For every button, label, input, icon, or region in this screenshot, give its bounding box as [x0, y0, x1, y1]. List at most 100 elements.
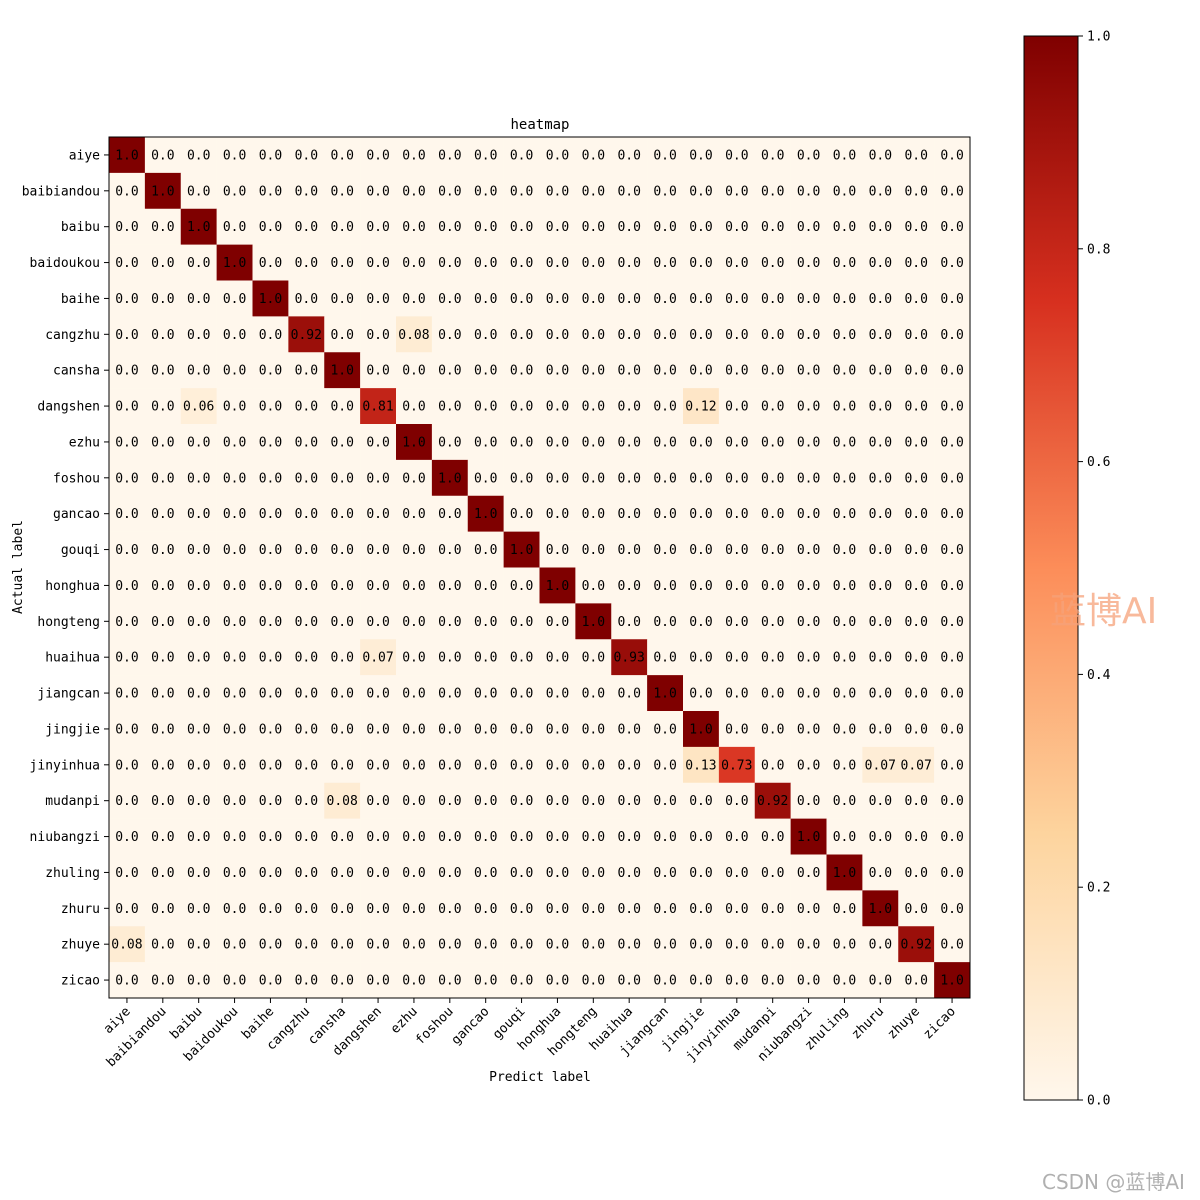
heatmap-cell	[683, 603, 720, 640]
heatmap-cell	[109, 782, 146, 819]
cell-value-label: 0.0	[187, 651, 210, 666]
heatmap-cell	[647, 926, 684, 963]
heatmap-cell	[862, 675, 899, 712]
cell-value-label: 0.0	[223, 148, 246, 163]
cell-value-label: 0.0	[582, 256, 605, 271]
cell-value-label: 0.0	[617, 938, 640, 953]
cell-value-label: 0.0	[187, 292, 210, 307]
cell-value-label: 0.0	[151, 507, 174, 522]
cell-value-label: 1.0	[797, 830, 820, 845]
cell-value-label: 0.0	[904, 435, 927, 450]
y-tick-label: zhuru	[61, 902, 100, 917]
heatmap-cell	[324, 603, 361, 640]
cell-value-label: 0.0	[402, 938, 425, 953]
cell-value-label: 0.0	[115, 435, 138, 450]
cell-value-label: 0.0	[582, 722, 605, 737]
cell-value-label: 0.0	[940, 435, 963, 450]
heatmap-cell	[575, 137, 612, 174]
cell-value-label: 0.0	[761, 722, 784, 737]
heatmap-cell	[754, 890, 791, 927]
cell-value-label: 0.0	[474, 471, 497, 486]
cell-value-label: 1.0	[833, 866, 856, 881]
heatmap-cell	[862, 352, 899, 389]
heatmap-cell	[826, 782, 863, 819]
heatmap-cell	[898, 854, 935, 891]
cell-value-label: 0.0	[115, 220, 138, 235]
heatmap-cell	[754, 567, 791, 604]
heatmap-cell	[180, 280, 217, 317]
heatmap-cell	[934, 890, 971, 927]
heatmap-cell	[467, 854, 504, 891]
cell-value-label: 0.0	[295, 866, 318, 881]
heatmap-cell	[790, 603, 827, 640]
heatmap-cell	[898, 962, 935, 999]
cell-value-label: 0.0	[295, 256, 318, 271]
heatmap-cell	[396, 675, 433, 712]
cell-value-label: 0.0	[582, 400, 605, 415]
cell-value-label: 0.0	[904, 148, 927, 163]
y-tick-label: jingjie	[45, 722, 100, 737]
cell-value-label: 1.0	[151, 184, 174, 199]
cell-value-label: 0.0	[546, 328, 569, 343]
cell-value-label: 0.0	[761, 902, 784, 917]
y-tick-label: niubangzi	[30, 830, 100, 845]
cell-value-label: 0.0	[725, 400, 748, 415]
cell-value-label: 0.0	[940, 651, 963, 666]
cell-value-label: 1.0	[187, 220, 210, 235]
cell-value-label: 0.0	[151, 328, 174, 343]
cell-value-label: 0.0	[869, 471, 892, 486]
cell-value-label: 0.07	[865, 758, 896, 773]
cell-value-label: 0.0	[689, 256, 712, 271]
heatmap-cell	[360, 711, 397, 748]
heatmap-cell	[467, 890, 504, 927]
x-tick-label: zhuye	[885, 1004, 923, 1042]
cell-value-label: 0.0	[187, 866, 210, 881]
cell-value-label: 0.0	[438, 902, 461, 917]
cell-value-label: 0.0	[833, 364, 856, 379]
heatmap-cell	[216, 603, 253, 640]
cell-value-label: 0.0	[797, 758, 820, 773]
cell-value-label: 0.0	[223, 866, 246, 881]
heatmap-cell	[683, 746, 720, 784]
cell-value-label: 0.0	[187, 974, 210, 989]
heatmap-cell	[862, 208, 899, 245]
heatmap-cell	[360, 137, 397, 174]
cell-value-label: 0.0	[617, 830, 640, 845]
cell-value-label: 0.0	[761, 292, 784, 307]
cell-value-label: 0.0	[940, 938, 963, 953]
heatmap-cell	[288, 424, 325, 461]
heatmap-cell	[360, 424, 397, 461]
heatmap-cell	[611, 208, 648, 245]
cell-value-label: 0.0	[187, 256, 210, 271]
heatmap-cell	[216, 352, 253, 389]
cell-value-label: 0.0	[940, 543, 963, 558]
cell-value-label: 0.0	[151, 902, 174, 917]
cell-value-label: 0.0	[402, 830, 425, 845]
heatmap-cell	[683, 890, 720, 927]
cell-value-label: 0.0	[223, 830, 246, 845]
heatmap-cell	[754, 782, 791, 819]
heatmap-cell	[503, 316, 540, 353]
y-axis-ticks: aiye baibiandou baibu baidoukou baihe cangzhu…	[22, 148, 109, 989]
heatmap-cell	[324, 424, 361, 461]
cell-value-label: 0.0	[689, 364, 712, 379]
heatmap-cell	[144, 782, 182, 819]
cell-value-label: 0.0	[366, 687, 389, 702]
cell-value-label: 0.0	[402, 615, 425, 630]
cell-value-label: 0.0	[330, 974, 353, 989]
cell-value-label: 0.0	[797, 579, 820, 594]
cell-value-label: 0.0	[617, 866, 640, 881]
cell-value-label: 0.0	[259, 758, 282, 773]
cell-value-label: 0.0	[295, 400, 318, 415]
cell-value-label: 0.0	[582, 794, 605, 809]
cell-value-label: 0.0	[653, 866, 676, 881]
heatmap-cell	[611, 567, 648, 604]
heatmap-cell	[144, 711, 182, 748]
heatmap-cell	[252, 746, 289, 784]
heatmap-cell	[647, 854, 684, 891]
heatmap-cell	[862, 172, 899, 210]
cell-value-label: 0.0	[904, 651, 927, 666]
heatmap-cell	[683, 639, 720, 676]
heatmap-cell	[503, 172, 540, 210]
heatmap-cell	[396, 280, 433, 317]
